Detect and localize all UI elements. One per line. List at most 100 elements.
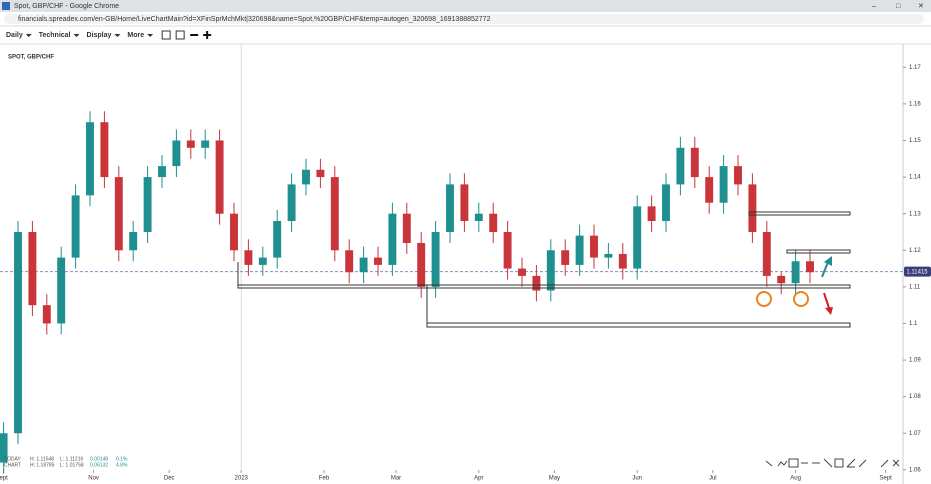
close[interactable]: ✕	[918, 3, 924, 10]
candle-body	[647, 206, 656, 221]
url-box[interactable]	[4, 14, 924, 24]
candle-body	[791, 261, 800, 284]
toolbar-menu[interactable]: Technical	[39, 32, 71, 39]
candle-body	[532, 275, 541, 291]
candle-body	[460, 184, 469, 221]
stats: TODAY H: 1.11548 L: 1.11216 0.00148 0.1% CHAR…	[4, 456, 128, 468]
y-tick-label: 1.16	[909, 101, 921, 107]
candle-body	[374, 257, 382, 265]
candle-body	[806, 261, 814, 273]
save-button[interactable]	[175, 30, 185, 40]
toolbar-menu[interactable]: Display	[87, 32, 112, 39]
url: financials.spreadex.com/en-GB/Home/LiveC…	[18, 16, 491, 23]
candle-body	[446, 184, 454, 232]
candle-body	[777, 275, 786, 284]
toolbar-menu[interactable]: Daily	[6, 32, 23, 39]
tool-icon[interactable]	[858, 459, 867, 468]
candle-body	[705, 177, 714, 203]
candle-body	[14, 231, 22, 434]
y-tick-label: 1.08	[909, 394, 921, 400]
chart-title: SPOT, GBP/CHF	[8, 55, 54, 61]
down-arrow	[823, 292, 830, 309]
candle-body	[86, 122, 94, 196]
candle-body	[518, 268, 526, 276]
dropdown-caret	[114, 34, 121, 37]
x-tick-label: Jul	[709, 476, 717, 482]
stat-chart: H: 1.18785	[30, 462, 55, 468]
tool-icon[interactable]	[823, 458, 833, 468]
candle-body	[431, 231, 440, 287]
candle-body	[633, 206, 642, 269]
x-tick-label: Feb	[319, 476, 330, 482]
candle-body	[114, 177, 123, 251]
y-tick-label: 1.14	[909, 175, 921, 181]
stat-chart: 4.8%	[116, 462, 128, 468]
x-tick-label: May	[549, 476, 560, 482]
candle-body	[172, 140, 181, 167]
toolbar-menu[interactable]: More	[127, 32, 144, 39]
candle-body	[359, 257, 368, 273]
y-tick-label: 1.1	[909, 321, 918, 327]
x-tick-label: Nov	[88, 476, 99, 482]
stat-chart: L: 1.01758	[60, 462, 84, 468]
candle-body	[71, 195, 80, 258]
tool-icon[interactable]	[834, 458, 844, 468]
candle-body	[316, 169, 325, 178]
x-tick-label: ept	[0, 476, 8, 482]
zone	[748, 211, 851, 216]
tool-icon[interactable]	[765, 460, 773, 467]
minimize[interactable]: –	[872, 3, 876, 10]
candle-body	[201, 140, 210, 148]
candle-body	[158, 166, 166, 178]
candle-body	[503, 231, 512, 269]
candle-body	[287, 184, 296, 221]
candle-body	[474, 213, 483, 221]
drawing-tools	[765, 458, 900, 468]
last-price-label: 1.11415	[906, 269, 928, 275]
y-tick-label: 1.17	[909, 65, 921, 71]
tool-icon[interactable]	[846, 458, 856, 468]
highlight-circle	[793, 291, 809, 307]
dropdown-caret	[73, 34, 80, 37]
candle-body	[561, 250, 570, 265]
candle-body	[100, 122, 109, 178]
app-icon	[2, 2, 10, 10]
candle-body	[402, 213, 411, 243]
tool-icon[interactable]	[777, 460, 788, 467]
title-bar	[0, 0, 931, 12]
x-tick-label: Jun	[632, 476, 642, 482]
candle-body	[762, 231, 771, 276]
up-arrow-head	[824, 256, 832, 266]
down-arrow-head	[825, 307, 833, 315]
zone	[786, 249, 851, 254]
candle-body	[546, 250, 555, 291]
candle-body	[748, 184, 757, 232]
folder-button[interactable]	[161, 30, 171, 40]
candle-body	[186, 140, 195, 148]
zone	[237, 284, 851, 289]
y-tick-label: 1.09	[909, 358, 921, 364]
candle-body	[676, 147, 685, 185]
plot: 1.17 1.16 1.15 1.14 1.13 1.12 1.11 1.1 1.09 1.08 1…	[0, 44, 931, 482]
tool-icon[interactable]	[788, 458, 799, 468]
candle-body	[215, 140, 224, 214]
candle-body	[604, 253, 613, 258]
tool-icon[interactable]	[892, 459, 900, 467]
maximize[interactable]: □	[896, 3, 901, 10]
candle-body	[618, 253, 627, 269]
window-title: Spot, GBP/CHF - Google Chrome	[14, 3, 119, 10]
x-tick-label: Aug	[790, 476, 801, 482]
tool-icon[interactable]	[880, 459, 889, 468]
stat-today: TODAY	[4, 456, 21, 462]
candle-body	[0, 433, 8, 463]
stat-today: H: 1.11548	[30, 456, 54, 462]
candle-body	[143, 177, 152, 232]
dropdown-caret	[25, 34, 32, 37]
candle-body	[129, 231, 138, 251]
y-tick-label: 1.06	[909, 467, 921, 473]
candle-body	[417, 242, 426, 287]
candle-body	[489, 213, 498, 232]
candle-body	[28, 231, 37, 306]
stat-today: L: 1.11216	[60, 456, 83, 462]
